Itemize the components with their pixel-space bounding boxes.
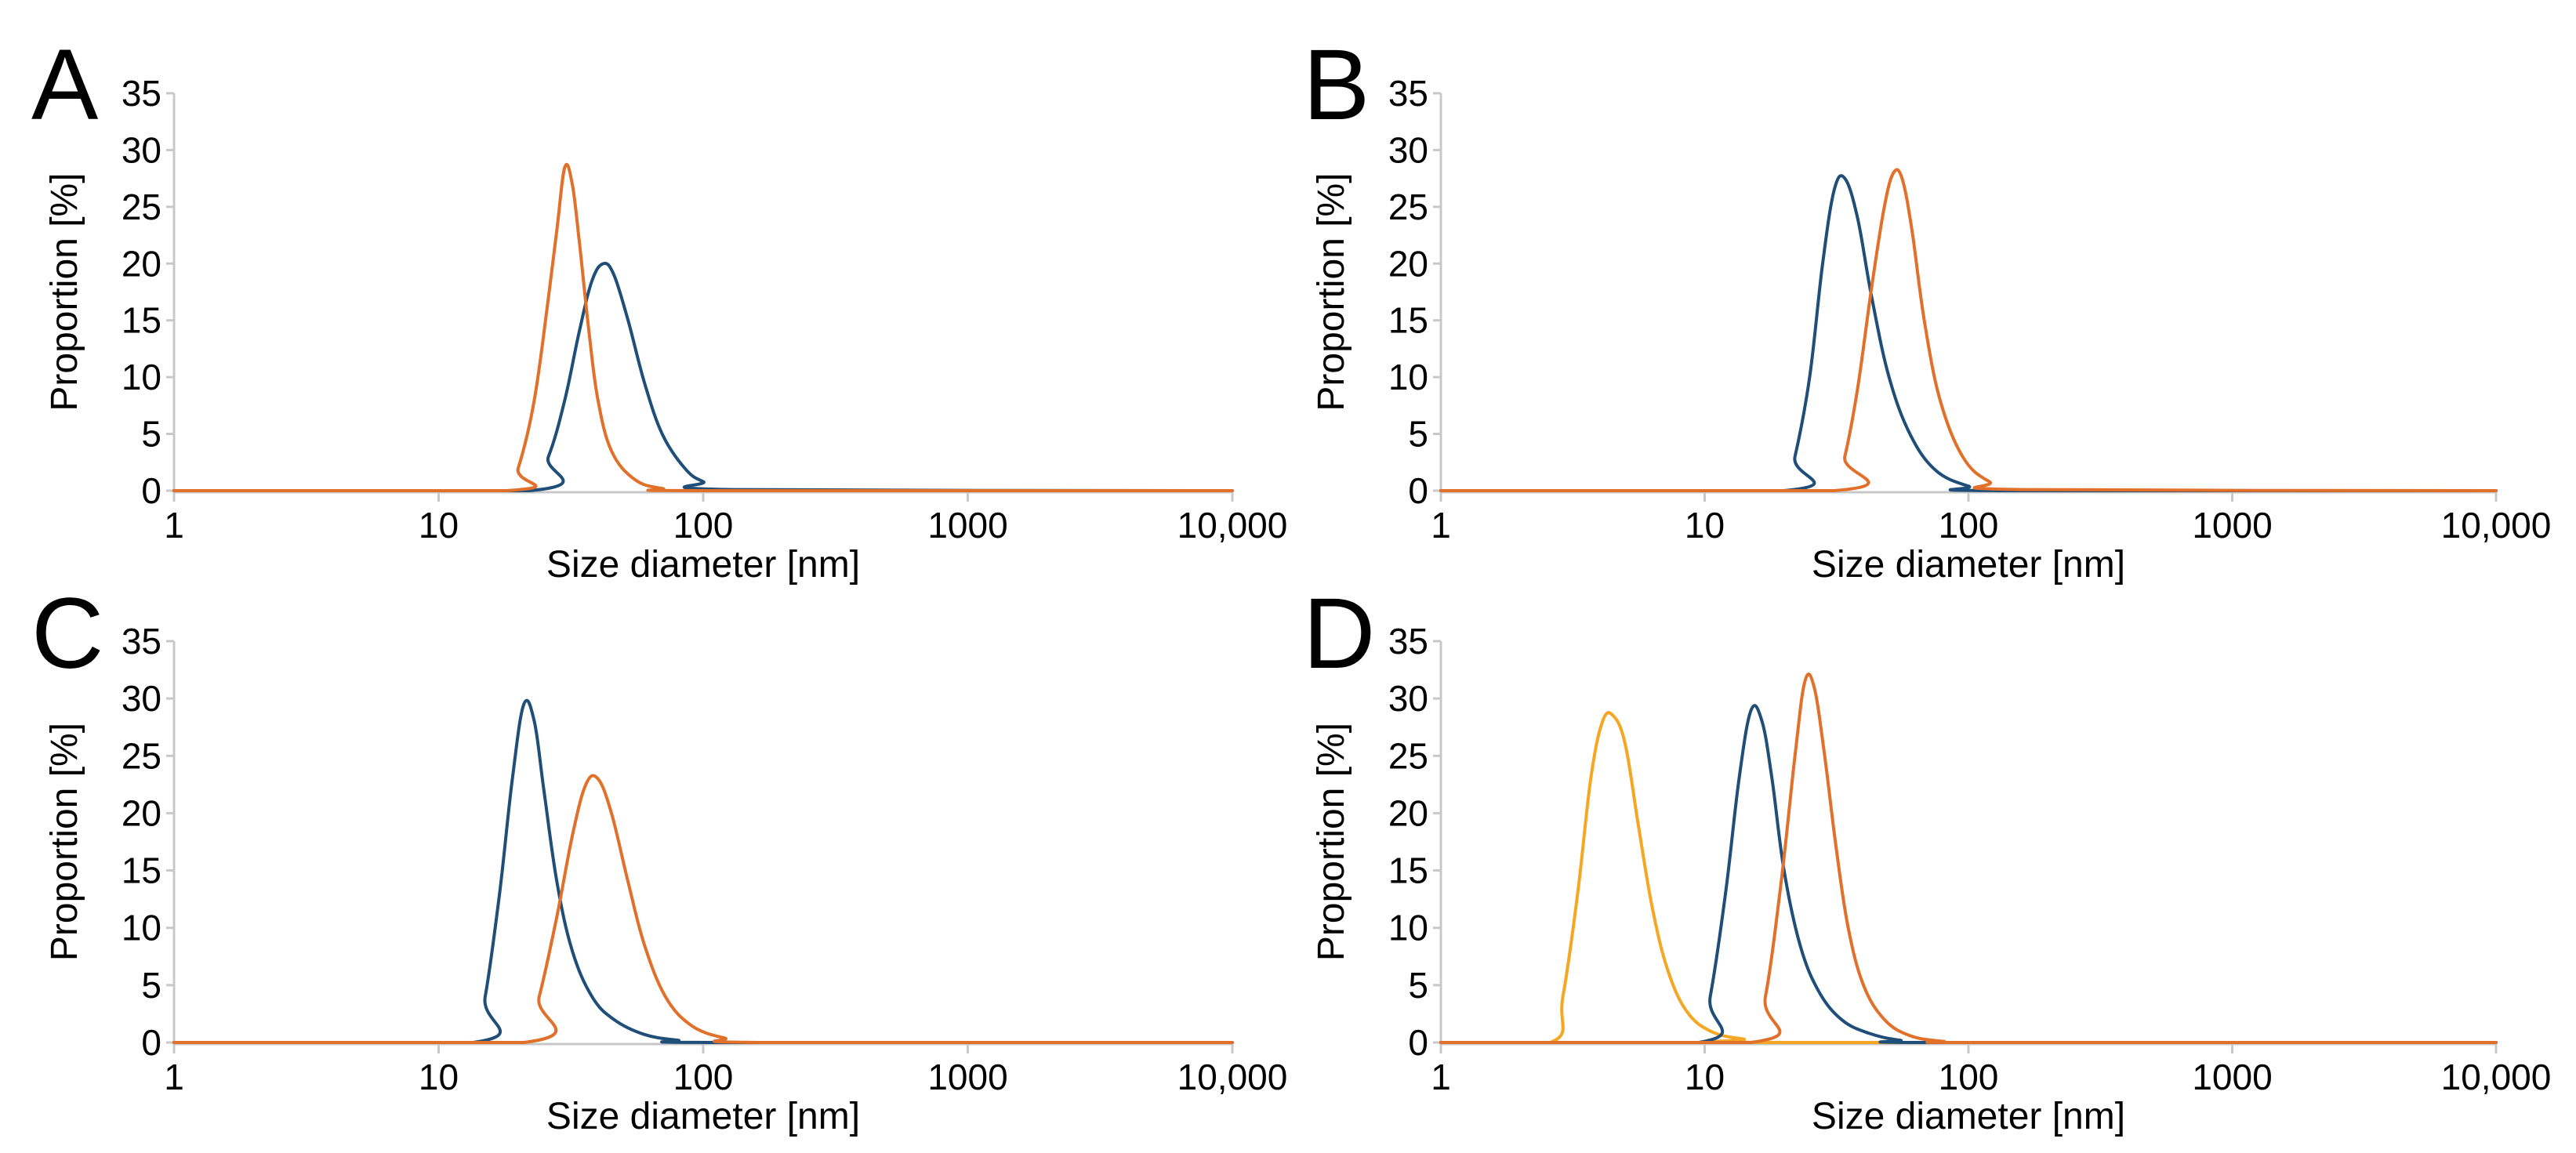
- x-tick-label: 1: [164, 505, 184, 546]
- x-tick-label: 10: [419, 1057, 459, 1097]
- y-tick-label: 25: [1388, 187, 1428, 227]
- y-tick-label: 35: [122, 621, 161, 662]
- series-line-blue: [1439, 704, 2498, 1045]
- y-axis-title: Proportion [%]: [44, 172, 85, 411]
- y-tick-label: 10: [122, 908, 161, 948]
- x-tick-label: 10,000: [2441, 1057, 2552, 1097]
- x-tick-label: 10: [1685, 505, 1725, 546]
- y-tick-label: 20: [122, 792, 161, 833]
- series-line-yellow: [1439, 711, 2498, 1045]
- y-axis-title: Proportion [%]: [1311, 172, 1352, 411]
- series-line-blue: [172, 698, 1234, 1045]
- x-tick-label: 1000: [927, 505, 1007, 546]
- y-tick-label: 25: [1388, 735, 1428, 776]
- x-tick-label: 1000: [2192, 1057, 2272, 1097]
- chart-panel-d: D 0 5 10 15 20 25 30 35 1 10 100 1000 10,000 Size diam…: [1303, 578, 2551, 1137]
- chart-panel-c: C 0 5 10 15 20 25 30 35 1 10 100 1000 10,000 Size diam…: [31, 578, 1287, 1137]
- series-line-orange: [172, 774, 1234, 1045]
- y-axis-title: Proportion [%]: [1311, 723, 1352, 961]
- x-tick-label: 100: [1939, 505, 1999, 546]
- y-tick-label: 10: [122, 357, 161, 397]
- y-tick-label: 30: [1388, 129, 1428, 170]
- x-tick-label: 10,000: [1177, 505, 1288, 546]
- y-tick-label: 35: [1388, 73, 1428, 114]
- series-line-blue: [1439, 174, 2498, 493]
- y-tick-label: 0: [1408, 470, 1428, 511]
- panel-letter: B: [1303, 29, 1370, 141]
- x-axis-title: Size diameter [nm]: [1812, 544, 2125, 586]
- y-tick-label: 15: [122, 850, 161, 891]
- y-tick-label: 30: [122, 129, 161, 170]
- y-tick-label: 10: [1388, 908, 1428, 948]
- y-tick-label: 5: [1408, 965, 1428, 1006]
- x-tick-label: 100: [1939, 1057, 1999, 1097]
- x-axis-title: Size diameter [nm]: [546, 544, 860, 586]
- x-axis-title: Size diameter [nm]: [1812, 1096, 2125, 1137]
- y-tick-label: 20: [122, 243, 161, 284]
- y-tick-label: 0: [141, 470, 161, 511]
- x-tick-label: 1: [164, 1057, 184, 1097]
- x-axis-title: Size diameter [nm]: [546, 1096, 860, 1137]
- y-tick-label: 25: [122, 735, 161, 776]
- y-tick-label: 30: [122, 678, 161, 719]
- x-tick-label: 1000: [2192, 505, 2272, 546]
- y-tick-label: 30: [1388, 678, 1428, 719]
- x-tick-label: 1: [1431, 1057, 1451, 1097]
- y-axis-title: Proportion [%]: [44, 723, 85, 961]
- chart-panel-a: A 0 5 10 15 20 25 30 35 1 10 100 1000 10,000 Size diam…: [31, 29, 1287, 586]
- panel-letter: C: [31, 578, 103, 690]
- series-line-orange: [1439, 168, 2498, 493]
- panel-letter: A: [31, 29, 99, 141]
- panel-letter: D: [1303, 578, 1375, 690]
- x-tick-label: 100: [673, 505, 734, 546]
- y-tick-label: 15: [1388, 300, 1428, 341]
- y-tick-label: 35: [122, 73, 161, 114]
- x-tick-label: 1: [1431, 505, 1451, 546]
- series-line-orange: [172, 162, 1234, 493]
- x-tick-label: 10,000: [2441, 505, 2552, 546]
- y-tick-label: 0: [141, 1022, 161, 1063]
- y-tick-label: 15: [1388, 850, 1428, 891]
- y-tick-label: 0: [1408, 1022, 1428, 1063]
- y-tick-label: 5: [1408, 414, 1428, 455]
- y-tick-label: 35: [1388, 621, 1428, 662]
- x-tick-label: 1000: [927, 1057, 1007, 1097]
- y-tick-label: 25: [122, 187, 161, 227]
- y-tick-label: 15: [122, 300, 161, 341]
- x-tick-label: 100: [673, 1057, 734, 1097]
- chart-panel-b: B 0 5 10 15 20 25 30 35 1 10 100 1000 10,000 Size diam…: [1303, 29, 2551, 586]
- y-tick-label: 5: [141, 414, 161, 455]
- series-line-orange: [1439, 673, 2498, 1045]
- y-tick-label: 5: [141, 965, 161, 1006]
- y-tick-label: 20: [1388, 792, 1428, 833]
- y-tick-label: 10: [1388, 357, 1428, 397]
- x-tick-label: 10: [1685, 1057, 1725, 1097]
- series-line-blue: [172, 262, 1234, 493]
- y-tick-label: 20: [1388, 243, 1428, 284]
- x-tick-label: 10: [419, 505, 459, 546]
- x-tick-label: 10,000: [1177, 1057, 1288, 1097]
